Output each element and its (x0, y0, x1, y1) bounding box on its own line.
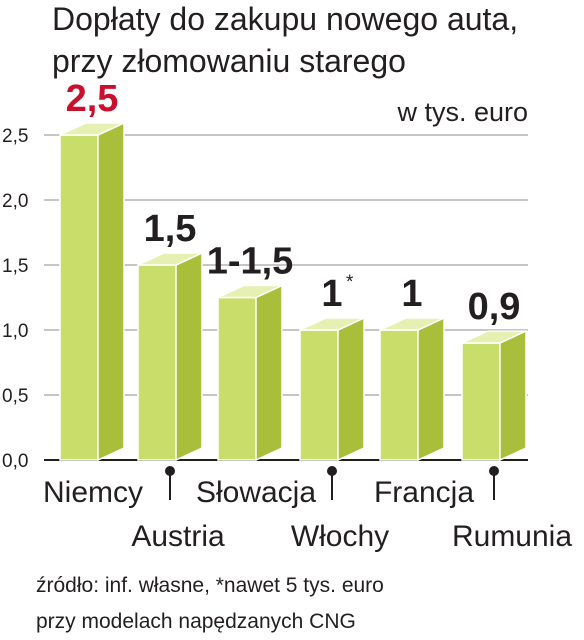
bar-włochy (299, 316, 365, 462)
label-leader-dot (165, 466, 175, 476)
bar-side-face (175, 251, 203, 462)
data-label: 1 (401, 273, 422, 315)
y-axis-ticks: 0,0 0,5 1,0 1,5 2,0 2,5 (2, 126, 28, 472)
label-leader-dot (327, 466, 337, 476)
bar-front-face (59, 134, 99, 461)
bar-top-face (299, 317, 365, 331)
footnote-asterisk: * (346, 272, 354, 293)
bar-side-face (255, 284, 283, 462)
bar-austria (137, 251, 203, 462)
unit-label: w tys. euro (396, 97, 528, 127)
data-label: 1,5 (144, 208, 197, 250)
bar-front-face (461, 342, 501, 461)
category-label: Słowacja (196, 476, 316, 509)
bar-front-face (137, 264, 177, 461)
source-note-line-2: przy modelach napędzanych CNG (36, 610, 356, 633)
chart-title-line-2: przy złomowaniu starego (52, 43, 406, 79)
category-label: Francja (374, 476, 474, 509)
bar-top-face (137, 252, 203, 266)
y-tick-label: 0,5 (2, 386, 28, 407)
bar-francja (379, 316, 445, 462)
bars (59, 121, 527, 462)
y-tick-label: 2,0 (2, 191, 28, 212)
bar-front-face (217, 296, 257, 461)
bar-top-face (461, 330, 527, 344)
bar-top-face (217, 284, 283, 299)
y-tick-label: 0,0 (2, 451, 28, 472)
bar-front-face (379, 329, 419, 461)
category-label: Rumunia (452, 520, 572, 553)
category-label: Włochy (291, 520, 389, 553)
label-leader-dot (489, 466, 499, 476)
data-label: 0,9 (468, 286, 521, 328)
category-labels: Niemcy Austria Słowacja Włochy Francja Rumuni… (43, 466, 572, 553)
chart-title-line-1: Dopłaty do zakupu nowego auta, (52, 1, 518, 37)
bar-side-face (417, 316, 445, 462)
data-labels: 2,51,51-1,51 * 1 0,9 (66, 78, 521, 328)
category-label: Niemcy (43, 476, 143, 509)
y-tick-label: 1,0 (2, 321, 28, 342)
data-label: 1-1,5 (207, 241, 294, 283)
bar-niemcy (59, 121, 125, 462)
bar-front-face (299, 329, 339, 461)
bar-słowacja (217, 284, 283, 462)
category-label: Austria (131, 520, 225, 553)
bar-rumunia (461, 329, 527, 462)
y-tick-label: 1,5 (2, 256, 28, 277)
bar-side-face (499, 329, 527, 462)
source-note-line-1: źródło: inf. własne, *nawet 5 tys. euro (36, 574, 384, 597)
y-tick-label: 2,5 (2, 126, 28, 147)
bar-side-face (97, 121, 125, 462)
bar-top-face (379, 317, 445, 331)
data-label: 1 (321, 273, 342, 315)
bar-side-face (337, 316, 365, 462)
bar-top-face (59, 122, 125, 136)
data-label: 2,5 (66, 78, 119, 120)
